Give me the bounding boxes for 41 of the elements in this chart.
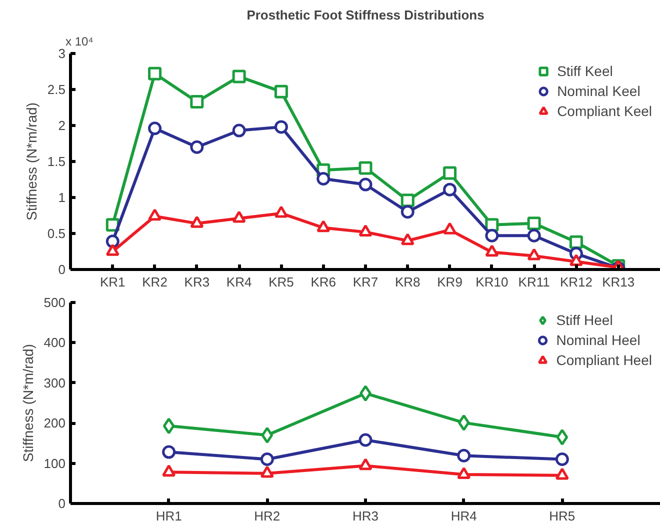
x-tick-label: KR1 bbox=[100, 274, 126, 290]
x-tick-label: KR11 bbox=[518, 274, 550, 290]
y-tick-label: 0.5 bbox=[47, 226, 66, 241]
y-tick-label: 100 bbox=[44, 456, 66, 471]
y-tick-label: 200 bbox=[44, 416, 66, 431]
x-tick-label: KR7 bbox=[352, 274, 378, 290]
y-tick-label: 300 bbox=[44, 375, 66, 390]
x-tick-label: HR4 bbox=[450, 508, 477, 524]
x-tick-label: KR10 bbox=[476, 274, 508, 290]
y-tick-label: 2 bbox=[58, 118, 66, 133]
x-tick-label: HR1 bbox=[156, 508, 182, 524]
legend-label: Compliant Keel bbox=[557, 103, 652, 119]
x-tick-label: KR2 bbox=[142, 274, 168, 290]
x-tick-label: KR13 bbox=[602, 274, 635, 290]
x-tick-label: KR5 bbox=[268, 274, 294, 290]
y-tick-label: 2.5 bbox=[47, 82, 66, 97]
y-tick-label: 1.5 bbox=[47, 154, 66, 169]
x-tick-label: HR5 bbox=[549, 508, 576, 524]
y-tick-label: 0 bbox=[58, 262, 66, 277]
x-tick-label: KR12 bbox=[560, 274, 592, 290]
legend-label: Stiff Heel bbox=[556, 312, 613, 328]
y-tick-label: 400 bbox=[44, 335, 66, 350]
y-axis-title: Stiffness (N*m/rad) bbox=[23, 102, 40, 220]
legend-label: Compliant Heel bbox=[556, 352, 652, 368]
x-tick-label: KR8 bbox=[395, 274, 420, 290]
y-tick-label: 3 bbox=[58, 46, 66, 61]
chart-title: Prosthetic Foot Stiffness Distributions bbox=[246, 8, 484, 22]
y-tick-label: 1 bbox=[58, 190, 66, 205]
x-tick-label: KR4 bbox=[226, 274, 252, 290]
x-tick-label: KR3 bbox=[184, 274, 210, 290]
y-tick-label: 500 bbox=[44, 295, 66, 310]
y-axis-title: Stiffness (N*m/rad) bbox=[20, 344, 36, 462]
y-tick-label: 0 bbox=[58, 496, 66, 511]
x-tick-label: HR3 bbox=[352, 508, 379, 524]
text: x 10⁴ bbox=[66, 34, 94, 48]
x-tick-label: KR6 bbox=[310, 274, 336, 290]
legend-label: Nominal Keel bbox=[557, 83, 640, 99]
legend-label: Nominal Heel bbox=[556, 332, 640, 348]
x-tick-label: HR2 bbox=[254, 508, 280, 524]
x-tick-label: KR9 bbox=[437, 274, 462, 290]
legend-label: Stiff Keel bbox=[557, 63, 613, 79]
